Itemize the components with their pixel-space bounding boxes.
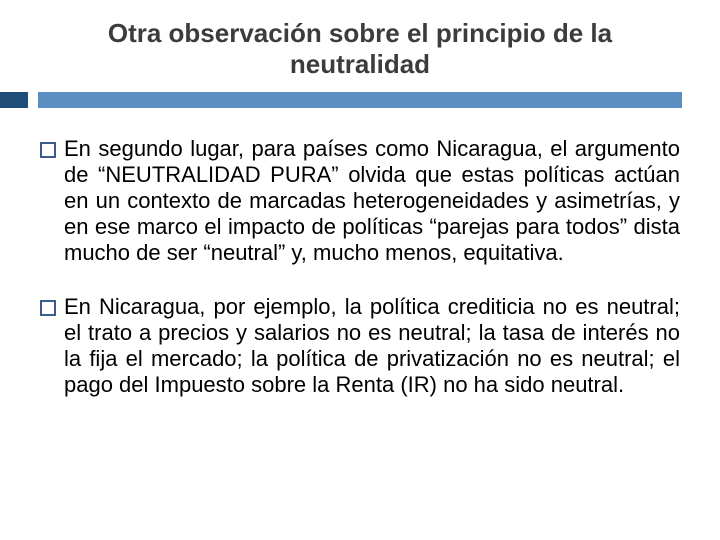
bullet-text: En segundo lugar, para países como Nicar… <box>64 136 680 266</box>
bullet-item: En Nicaragua, por ejemplo, la política c… <box>40 294 680 398</box>
bullet-text: En Nicaragua, por ejemplo, la política c… <box>64 294 680 398</box>
accent-bar <box>38 92 682 108</box>
square-bullet-icon <box>40 142 56 158</box>
bullet-item: En segundo lugar, para países como Nicar… <box>40 136 680 266</box>
square-bullet-icon <box>40 300 56 316</box>
slide-title: Otra observación sobre el principio de l… <box>38 18 682 80</box>
accent-bar-container <box>38 92 682 108</box>
content-area: En segundo lugar, para países como Nicar… <box>38 136 682 398</box>
